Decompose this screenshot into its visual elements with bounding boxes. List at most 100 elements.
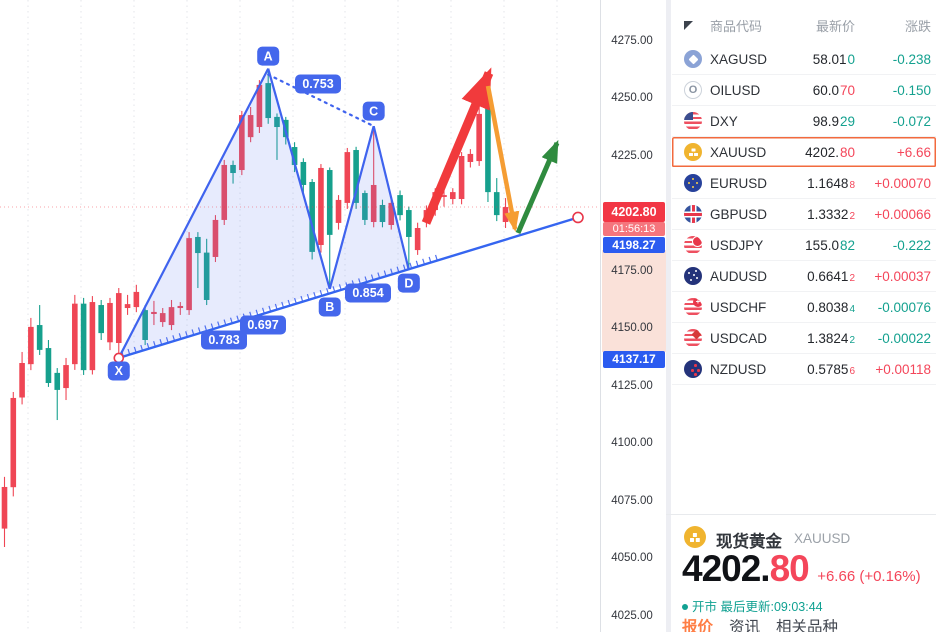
header-symbol-col: 商品代码 [710,18,763,34]
row-symbol: DXY [710,113,738,129]
level-badge-upper: 4198.27 [603,237,665,253]
audusd-flag-icon [684,267,702,285]
gbpusd-flag-icon [684,205,702,223]
watchlist-row-usdjpy[interactable]: USDJPY 155.082 -0.222 [672,230,936,261]
watchlist-rows: XAGUSD 58.010 -0.238 OILUSD 60.070 -0.150 DXY 9… [672,44,936,385]
harmonic-pattern [117,68,579,360]
row-price: 1.38242 [807,330,855,346]
instrument-symbol: XAUUSD [794,531,851,546]
row-price: 155.082 [805,237,855,253]
row-price: 4202.80 [805,144,855,160]
row-symbol: EURUSD [710,175,768,191]
svg-text:C: C [369,104,378,118]
pattern-label-c: C [362,101,385,121]
row-change: -0.00022 [877,330,931,346]
current-price-badge: 4202.80 [603,202,665,222]
row-price: 0.80384 [807,299,855,315]
price-decimals: 80 [769,548,810,589]
xagusd-flag-icon [684,50,702,68]
market-open-dot [682,604,688,610]
tab-相关品种[interactable]: 相关品种 [776,619,839,632]
watchlist-panel: 商品代码 最新价 涨跌 XAGUSD 58.010 -0.238 OILUSD 60.0… [666,0,936,632]
watchlist-row-audusd[interactable]: AUDUSD 0.66412 +0.00037 [672,261,936,292]
candlestick-chart[interactable]: X A B C D 0.753 0.854 0.697 0.783 [0,0,600,632]
row-price: 0.66412 [807,268,855,284]
instrument-name: 现货黄金 [716,533,782,551]
watchlist-row-oilusd[interactable]: OILUSD 60.070 -0.150 [672,75,936,106]
row-price: 58.010 [812,51,855,67]
pattern-label-b: B [318,297,341,317]
watchlist-row-gbpusd[interactable]: GBPUSD 1.33322 +0.00066 [672,199,936,230]
row-change: -0.238 [892,51,931,67]
row-symbol: XAUUSD [710,144,767,160]
x-point-marker [113,352,125,364]
watchlist-row-usdcad[interactable]: USDCAD 1.38242 -0.00022 [672,323,936,354]
pattern-line-xa [117,68,270,359]
svg-text:0.697: 0.697 [247,318,278,332]
axis-tick-label: 4175.00 [611,264,653,277]
row-change: -0.072 [892,113,931,129]
tab-报价[interactable]: 报价 [682,619,714,632]
axis-tick-label: 4225.00 [611,149,653,162]
price-axis[interactable]: 4275.00 4250.00 4225.00 4175.00 4150.00 4125.… [600,0,667,632]
trendline-end-marker [572,211,584,224]
level-badge-lower: 4137.17 [603,351,665,368]
instrument-price: 4202.80 +6.66 (+0.16%) [682,548,921,590]
pattern-label-a: A [257,46,280,66]
pattern-fill-bcd [329,126,409,289]
watchlist-row-nzdusd[interactable]: NZDUSD 0.57856 +0.00118 [672,354,936,385]
row-symbol: NZDUSD [710,361,767,377]
eurusd-flag-icon [684,174,702,192]
row-symbol: USDCHF [710,299,767,315]
row-change: +0.00118 [875,361,931,377]
svg-text:A: A [264,49,273,63]
svg-text:0.854: 0.854 [352,286,383,300]
svg-text:0.753: 0.753 [302,77,333,91]
row-change: -0.222 [892,237,931,253]
axis-tick-label: 4150.00 [611,322,653,334]
panel-scrollbar[interactable] [666,0,671,632]
axis-tick-label: 4250.00 [611,92,653,104]
tab-资讯[interactable]: 资讯 [729,619,761,632]
collapse-triangle-icon[interactable] [684,20,693,30]
row-change: +0.00037 [874,268,931,284]
watchlist-row-xagusd[interactable]: XAGUSD 58.010 -0.238 [672,44,936,75]
fib-label-0783: 0.783 [201,330,247,350]
row-change: -0.150 [892,82,931,98]
watchlist-row-eurusd[interactable]: EURUSD 1.16488 +0.00070 [672,168,936,199]
pullback-down-arrow [485,85,520,232]
watchlist-row-xauusd[interactable]: XAUUSD 4202.80 +6.66 [672,137,936,168]
axis-tick-label: 4100.00 [611,437,653,449]
market-status: 开市 最后更新:09:03:44 [682,596,823,615]
gold-icon [684,526,706,548]
xauusd-flag-icon [684,143,702,161]
oilusd-flag-icon [684,81,702,99]
panel-divider [666,514,936,515]
axis-tick-label: 4050.00 [611,552,653,564]
row-change: -0.00076 [877,299,931,315]
row-symbol: GBPUSD [710,206,768,222]
pattern-line-cd [372,125,410,271]
svg-text:B: B [325,300,334,314]
detail-tabs: 报价 资讯 相关品种 [682,615,838,632]
row-symbol: XAGUSD [710,51,768,67]
axis-tick-label: 4275.00 [611,34,653,47]
row-change: +0.00066 [874,206,931,222]
usdchf-flag-icon [684,298,702,316]
gridlines [27,0,558,632]
pattern-line-ab [267,68,331,290]
pattern-label-d: D [397,273,420,293]
impulse-up-arrow [421,67,494,225]
row-symbol: AUDUSD [710,268,768,284]
usdjpy-flag-icon [684,236,702,254]
watchlist-row-usdchf[interactable]: USDCHF 0.80384 -0.00076 [672,292,936,323]
row-symbol: OILUSD [710,82,761,98]
row-change: +0.00070 [874,175,931,191]
row-price: 1.16488 [807,175,855,191]
nzdusd-flag-icon [684,360,702,378]
row-symbol: USDCAD [710,330,768,346]
watchlist-row-dxy[interactable]: DXY 98.929 -0.072 [672,106,936,137]
axis-tick-label: 4125.00 [611,379,653,392]
row-price: 60.070 [812,82,855,98]
row-price: 1.33322 [807,206,855,222]
